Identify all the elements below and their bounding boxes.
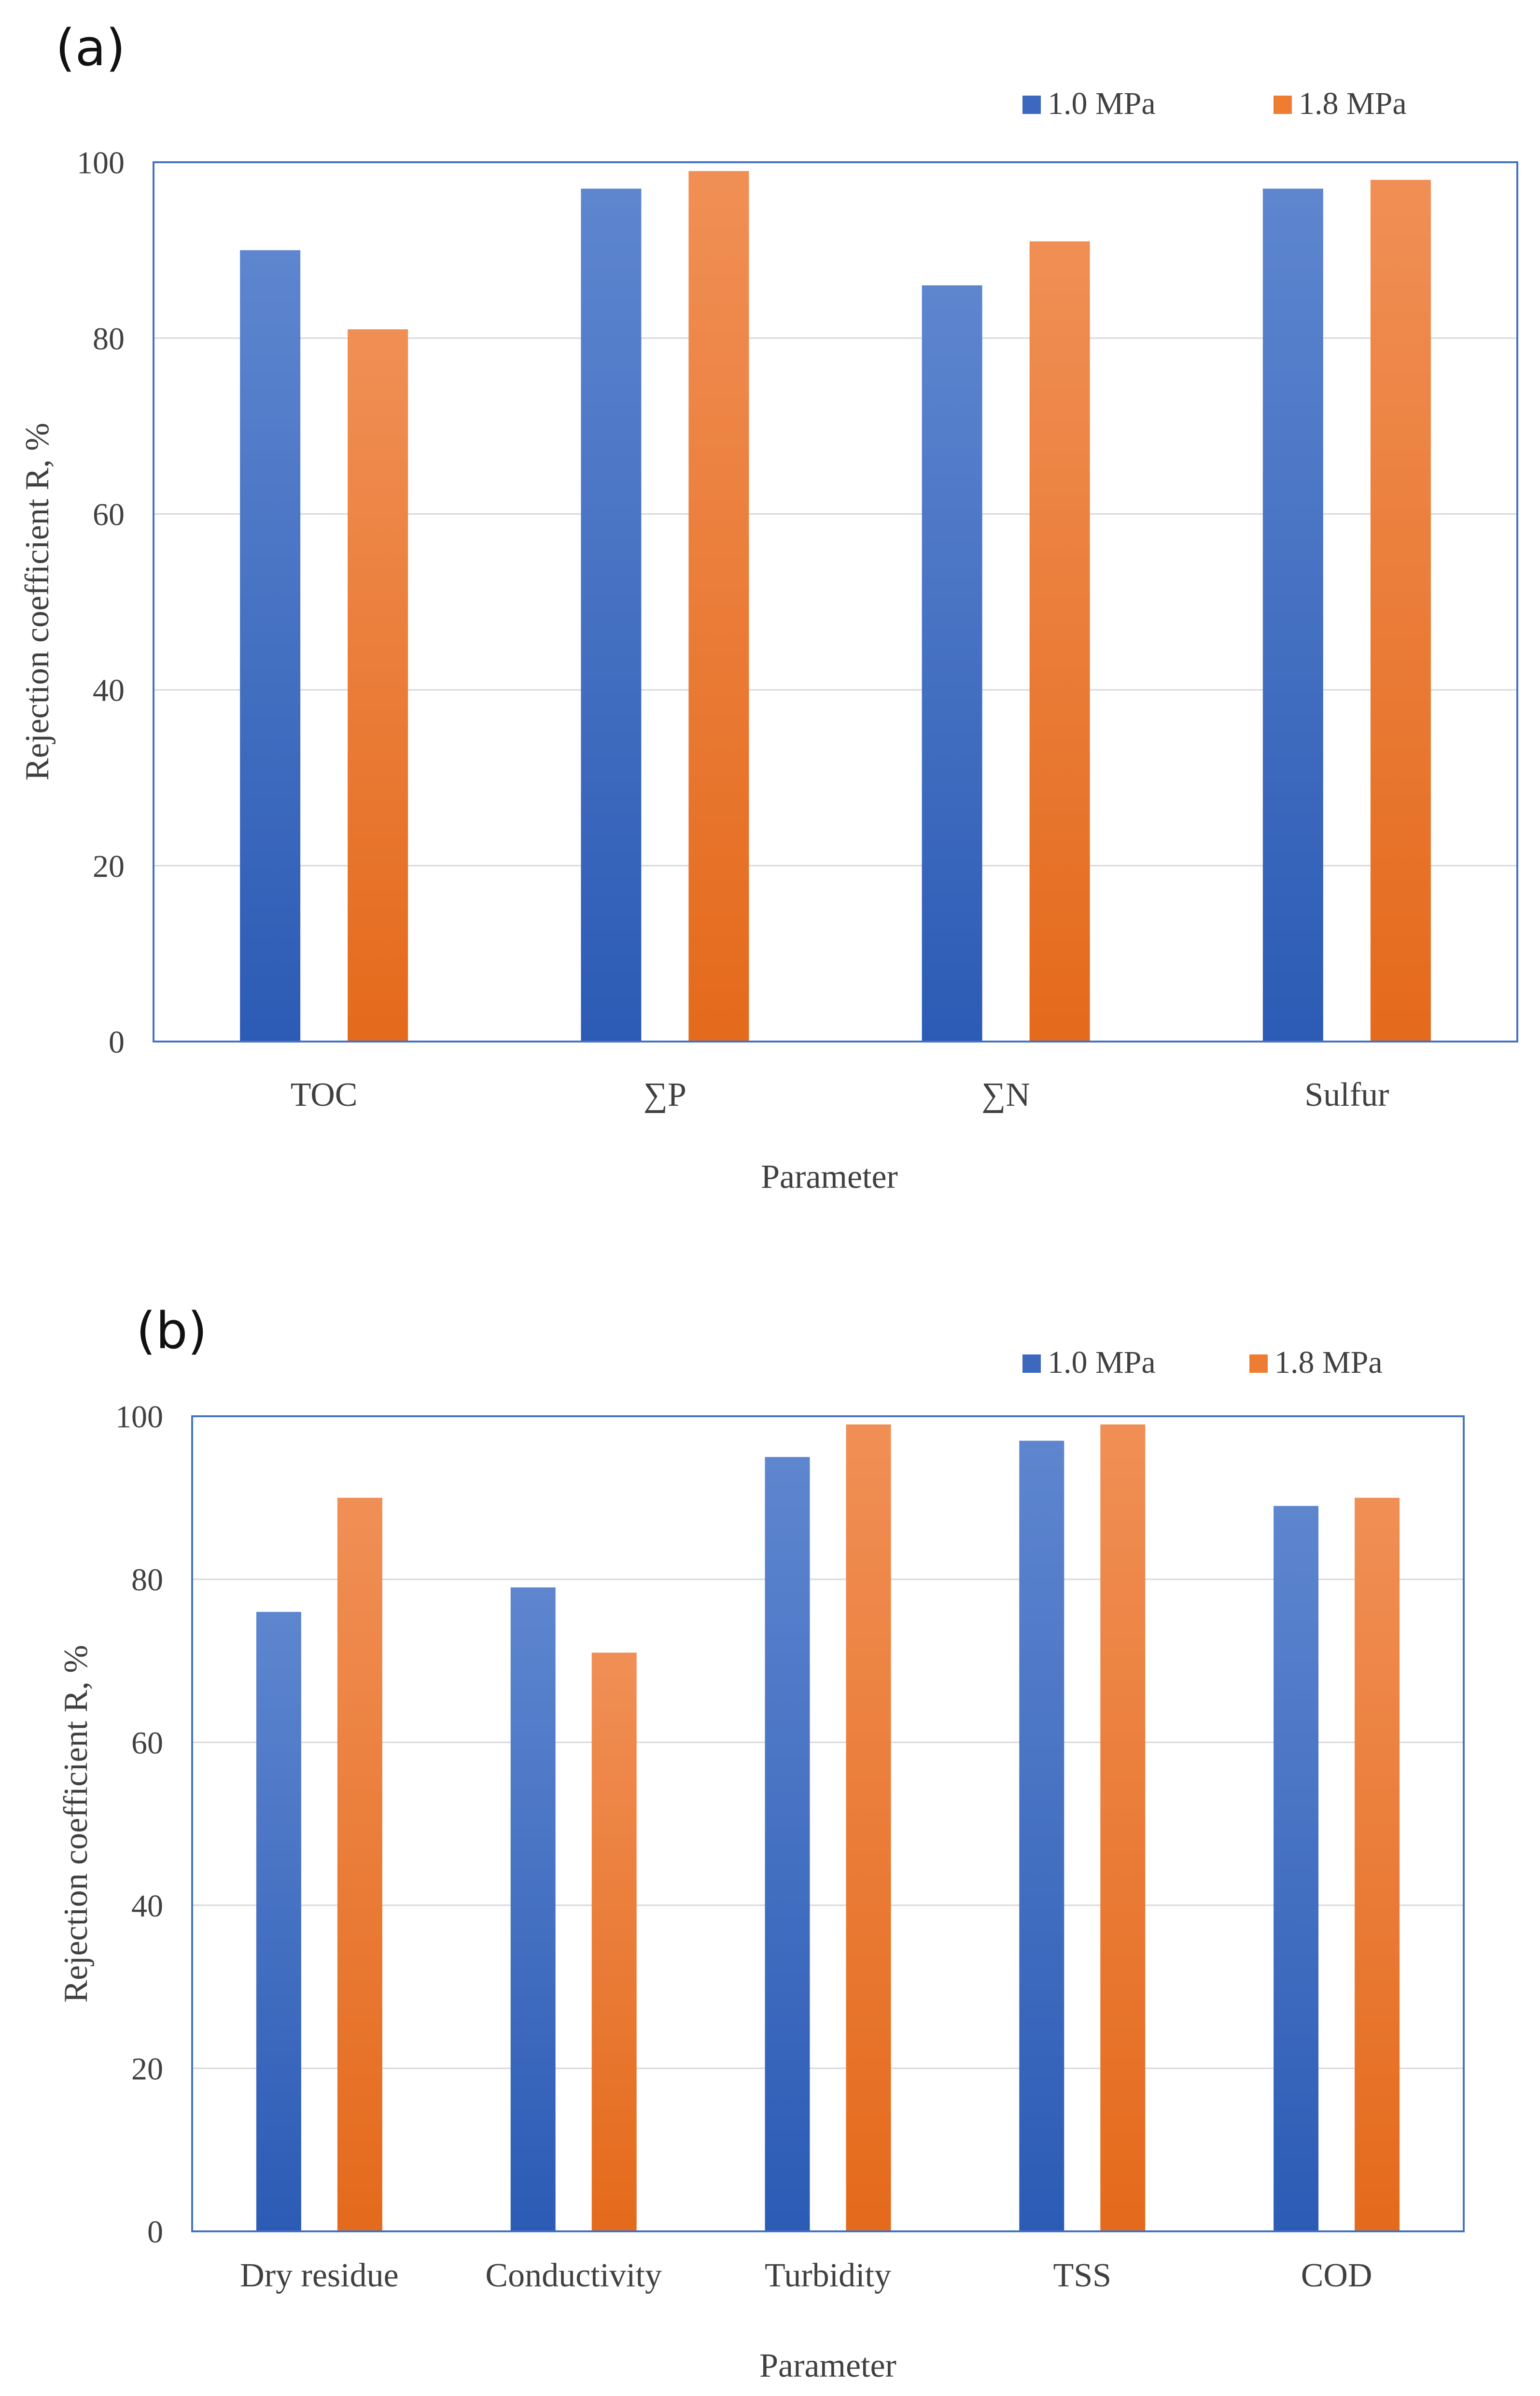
x-tick-label: TSS: [1053, 2257, 1111, 2294]
bars-b: [256, 1424, 1400, 2231]
y-tick-label: 100: [77, 145, 125, 181]
bar-1-8-mpa-0: [337, 1497, 382, 2231]
x-tick-label: ∑P: [644, 1076, 686, 1113]
y-ticks-b: 0 20 40 60 80 100: [115, 1399, 163, 2250]
x-tick-label: ∑N: [981, 1076, 1030, 1113]
y-tick-label: 20: [131, 2052, 163, 2087]
y-axis-title-a: Rejection coefficient R, %: [19, 423, 56, 780]
x-axis-title-b: Parameter: [759, 2347, 896, 2384]
bar-1-8-mpa-4: [1355, 1497, 1400, 2231]
legend-label-1-a: 1.0 MPa: [1048, 86, 1156, 121]
y-tick-label: 60: [131, 1725, 163, 1761]
bar-1-0-mpa-3: [1019, 1440, 1064, 2231]
y-tick-label: 100: [115, 1399, 163, 1435]
chart-panel-a: (a) 1.0 MPa 1.8 MPa 0 20 40 60 80 100 TOC ∑P ∑N…: [19, 18, 1518, 1196]
legend-swatch-2-a: [1274, 96, 1292, 114]
legend-b: 1.0 MPa 1.8 MPa: [1022, 1345, 1383, 1380]
bar-1-8-mpa-1: [688, 171, 749, 1042]
legend-label-2-a: 1.8 MPa: [1299, 86, 1407, 121]
x-ticks-b: Dry residue Conductivity Turbidity TSS COD: [240, 2257, 1372, 2294]
x-tick-label: TOC: [291, 1076, 358, 1113]
legend-label-1-b: 1.0 MPa: [1048, 1345, 1156, 1380]
panel-label-b: (b): [136, 1301, 207, 1360]
bar-1-8-mpa-3: [1370, 180, 1431, 1042]
x-tick-label: Dry residue: [240, 2257, 399, 2294]
bar-1-0-mpa-1: [510, 1587, 556, 2231]
bars-a: [240, 171, 1431, 1042]
y-tick-label: 0: [147, 2214, 163, 2250]
bar-1-8-mpa-2: [846, 1424, 891, 2231]
x-tick-label: Sulfur: [1304, 1076, 1389, 1113]
bar-1-0-mpa-3: [1262, 188, 1323, 1042]
legend-swatch-2-b: [1249, 1354, 1268, 1373]
bar-1-0-mpa-0: [256, 1612, 301, 2231]
bar-1-0-mpa-4: [1274, 1506, 1319, 2231]
y-axis-title-b: Rejection coefficient R, %: [57, 1645, 95, 2002]
y-tick-label: 80: [131, 1563, 163, 1598]
legend-a: 1.0 MPa 1.8 MPa: [1022, 86, 1407, 121]
y-tick-label: 20: [93, 849, 125, 884]
bar-1-0-mpa-1: [581, 188, 642, 1042]
x-axis-title-a: Parameter: [761, 1158, 898, 1196]
bar-1-0-mpa-0: [240, 250, 301, 1042]
plot-border-a: [153, 161, 1518, 1043]
bar-1-0-mpa-2: [922, 285, 982, 1042]
y-tick-label: 80: [93, 321, 125, 356]
y-tick-label: 0: [109, 1025, 125, 1060]
chart-panel-b: (b) 1.0 MPa 1.8 MPa 0 20 40 60 80 100 Dry res…: [57, 1301, 1465, 2384]
y-tick-label: 40: [131, 1889, 163, 1924]
x-tick-label: COD: [1301, 2257, 1372, 2294]
bar-1-0-mpa-2: [765, 1457, 810, 2231]
y-gridlines-b: [192, 1579, 1464, 2069]
panel-label-a: (a): [56, 18, 126, 77]
y-tick-label: 60: [93, 497, 125, 533]
legend-label-2-b: 1.8 MPa: [1274, 1345, 1383, 1380]
x-tick-label: Turbidity: [765, 2257, 891, 2294]
y-ticks-a: 0 20 40 60 80 100: [77, 145, 125, 1060]
bar-1-8-mpa-0: [348, 329, 408, 1042]
legend-swatch-1-a: [1022, 96, 1041, 114]
bar-1-8-mpa-3: [1100, 1424, 1146, 2231]
bar-1-8-mpa-2: [1029, 241, 1090, 1042]
bar-1-8-mpa-1: [591, 1652, 637, 2231]
plot-border-b: [191, 1415, 1465, 2232]
y-tick-label: 40: [93, 673, 125, 708]
x-ticks-a: TOC ∑P ∑N Sulfur: [291, 1076, 1389, 1113]
x-tick-label: Conductivity: [485, 2257, 662, 2294]
legend-swatch-1-b: [1022, 1354, 1041, 1373]
